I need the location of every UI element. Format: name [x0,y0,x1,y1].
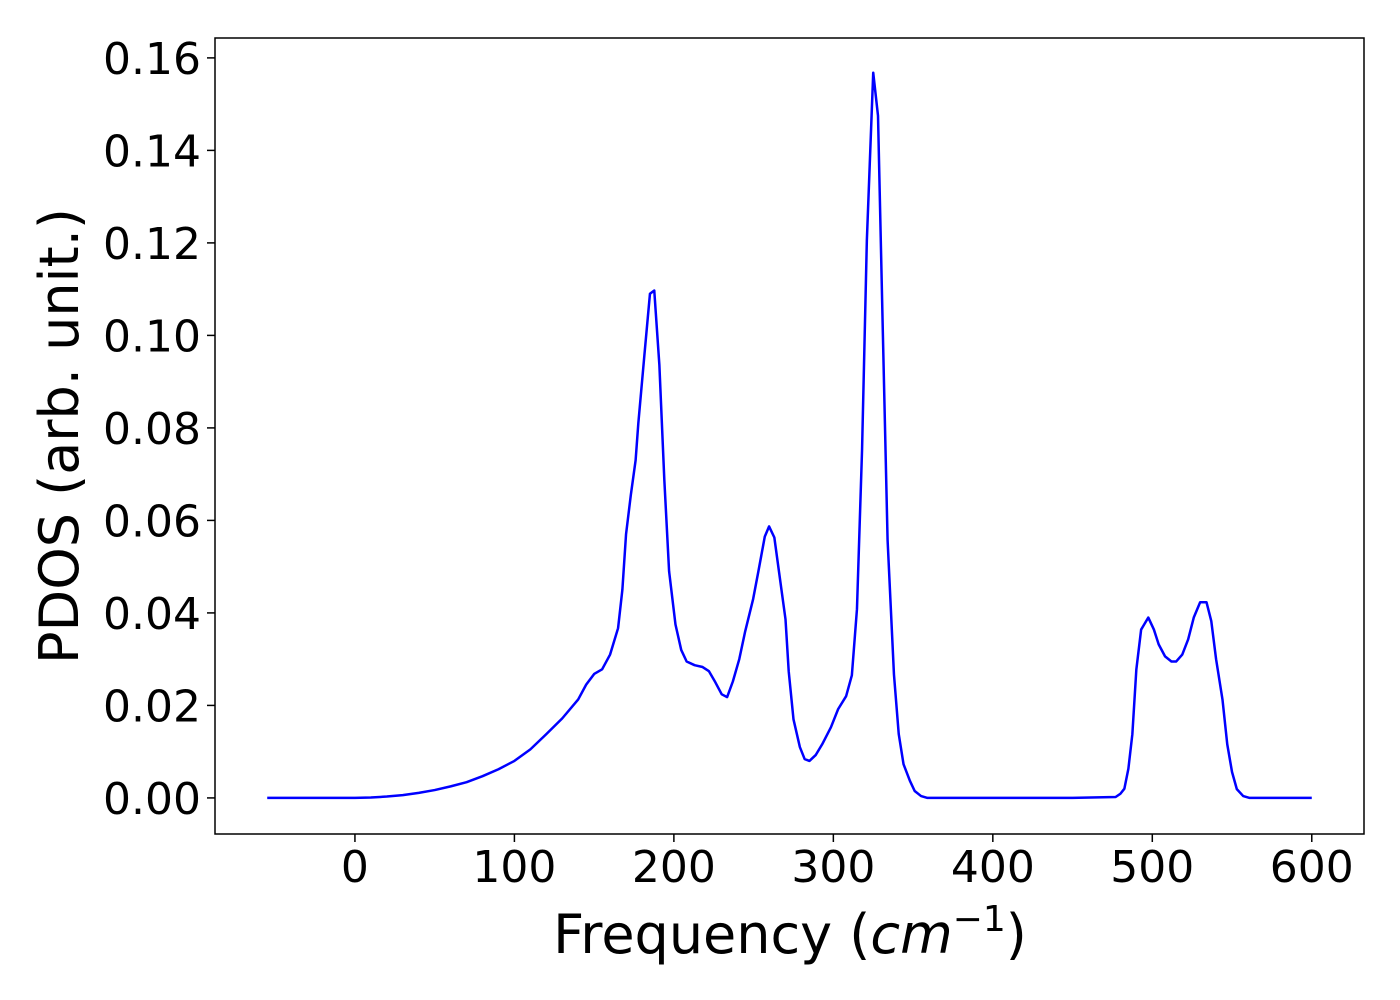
x-label-text: Frequency ( [553,903,870,966]
x-label-close: ) [1006,903,1027,966]
x-label-unit: cm [870,903,952,966]
y-tick-label: 0.16 [103,34,201,85]
y-axis-label: PDOS (arb. unit.) [28,208,91,664]
y-tick-label: 0.12 [103,219,201,270]
x-tick-label: 100 [472,842,556,893]
plot-frame [214,37,1365,835]
x-tick-label: 300 [791,842,875,893]
y-tick-label: 0.14 [103,126,201,177]
y-tick-label: 0.00 [103,774,201,825]
x-label-exponent: −1 [953,899,1006,940]
y-tick-label: 0.10 [103,311,201,362]
x-tick-label: 400 [951,842,1035,893]
y-tick-label: 0.04 [103,589,201,640]
x-tick-label: 0 [341,842,369,893]
x-tick-label: 200 [632,842,716,893]
y-tick-label: 0.02 [103,681,201,732]
x-tick-label: 500 [1110,842,1194,893]
x-tick-label: 600 [1270,842,1354,893]
y-tick-label: 0.06 [103,496,201,547]
pdos-line [267,71,1312,800]
y-tick-label: 0.08 [103,404,201,455]
x-axis-label: Frequency (cm−1) [553,899,1027,966]
